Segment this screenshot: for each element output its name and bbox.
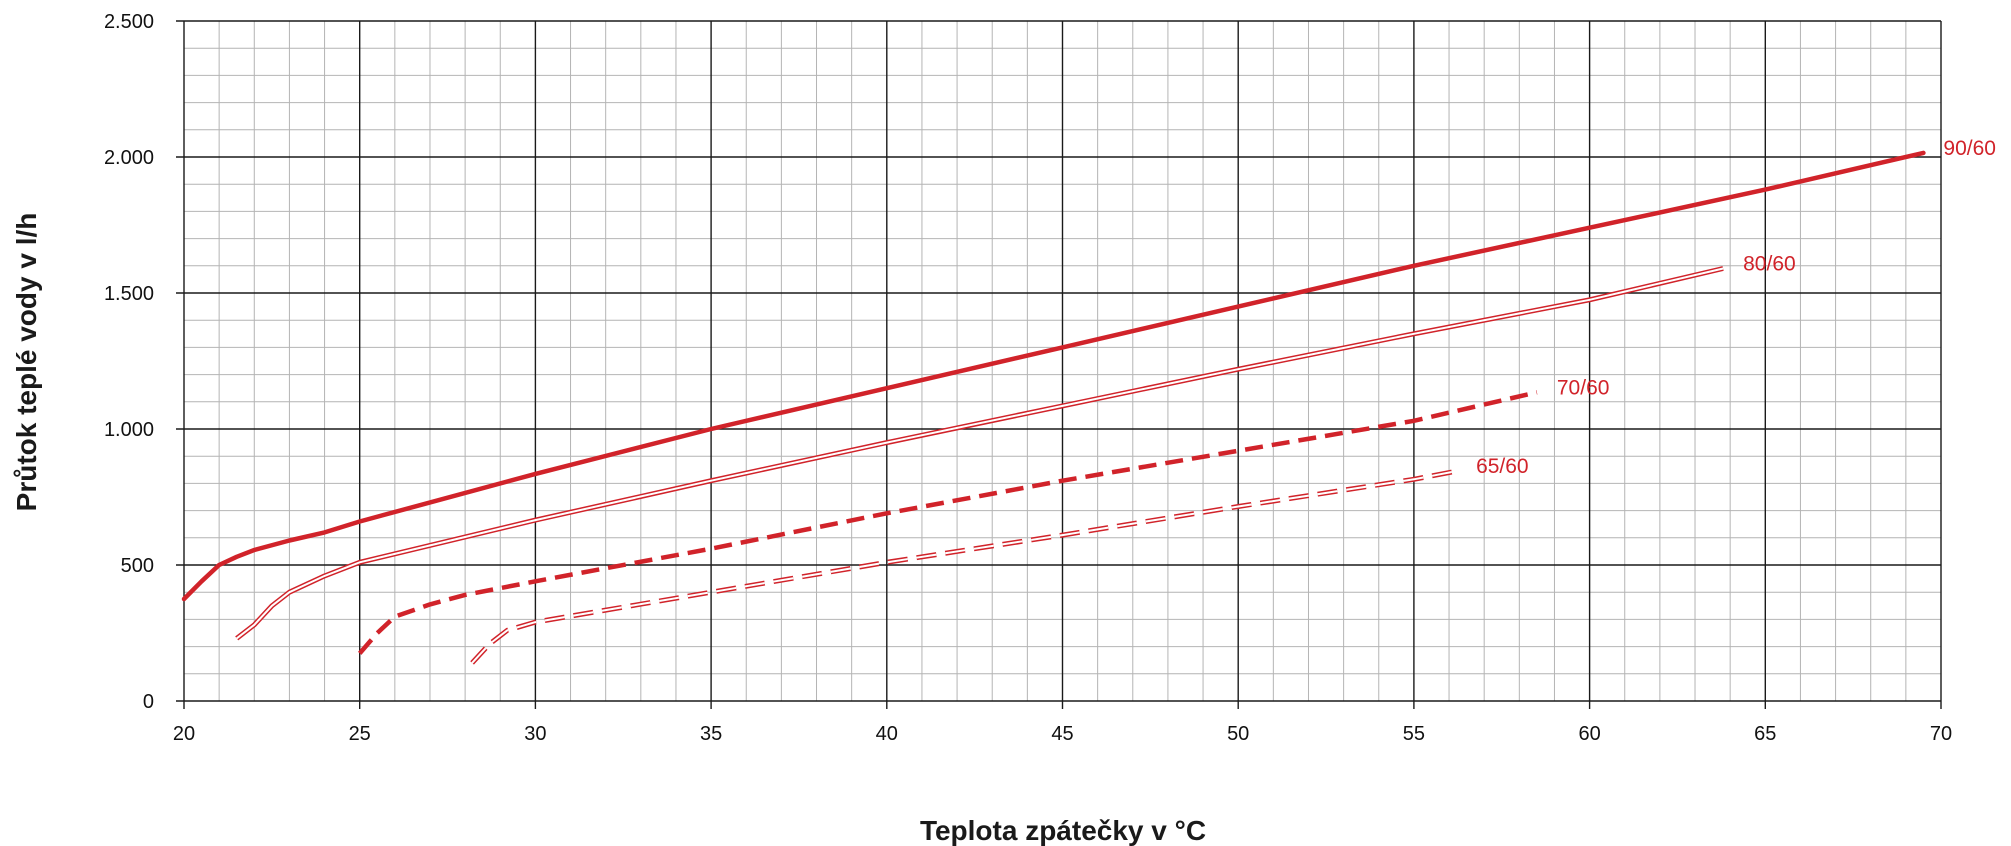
y-axis-tick-labels: 0 500 1.000 1.500 2.000 2.500 bbox=[104, 11, 154, 713]
x-tick-label: 65 bbox=[1754, 723, 1776, 745]
x-tick-label: 35 bbox=[700, 723, 722, 745]
y-tick-label: 0 bbox=[143, 691, 154, 713]
x-axis-title: Teplota zpátečky v °C bbox=[920, 815, 1206, 846]
series-65-60-label: 65/60 bbox=[1476, 455, 1529, 478]
x-tick-label: 25 bbox=[349, 723, 371, 745]
x-tick-label: 45 bbox=[1051, 723, 1073, 745]
series-90-60-line bbox=[181, 150, 1926, 602]
series-labels: 90/60 80/60 70/60 65/60 bbox=[1476, 137, 1996, 478]
series-65-60-line-inner bbox=[471, 470, 1457, 664]
series-lines bbox=[181, 150, 1926, 665]
series-80-60-line bbox=[235, 266, 1724, 641]
x-tick-label: 50 bbox=[1227, 723, 1249, 745]
major-grid bbox=[176, 20, 1942, 709]
x-tick-label: 70 bbox=[1930, 723, 1952, 745]
x-tick-label: 55 bbox=[1403, 723, 1425, 745]
x-axis-tick-labels: 20 25 30 35 40 45 50 55 60 65 70 bbox=[173, 723, 1952, 745]
series-70-60-line bbox=[357, 390, 1538, 655]
x-tick-label: 20 bbox=[173, 723, 195, 745]
y-tick-label: 1.500 bbox=[104, 283, 154, 305]
series-70-60-label: 70/60 bbox=[1557, 376, 1610, 399]
x-tick-label: 30 bbox=[524, 723, 546, 745]
series-80-60-line-inner bbox=[236, 267, 1724, 640]
y-tick-label: 1.000 bbox=[104, 419, 154, 441]
series-90-60-label: 90/60 bbox=[1943, 137, 1996, 160]
x-tick-label: 40 bbox=[876, 723, 898, 745]
y-tick-label: 2.000 bbox=[104, 147, 154, 169]
y-tick-label: 500 bbox=[121, 555, 154, 577]
x-tick-label: 60 bbox=[1578, 723, 1600, 745]
y-axis-title: Průtok teplé vody v l/h bbox=[11, 213, 42, 512]
series-80-60-label: 80/60 bbox=[1743, 253, 1796, 276]
y-tick-label: 2.500 bbox=[104, 11, 154, 33]
